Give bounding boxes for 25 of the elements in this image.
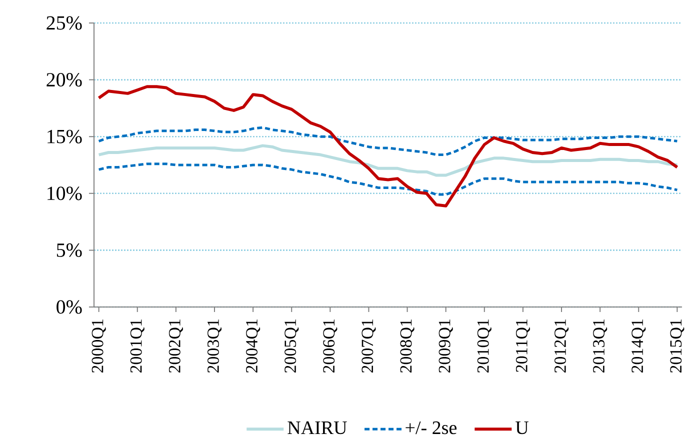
- y-tick-label: 20%: [46, 73, 82, 87]
- x-tick-label: 2000Q1: [92, 320, 106, 373]
- x-tick-label: 2006Q1: [323, 320, 338, 373]
- legend-label: NAIRU: [288, 421, 347, 434]
- x-tick-label: 2001Q1: [130, 320, 144, 373]
- legend-label: U: [516, 421, 528, 434]
- x-tick-label: 2014Q1: [632, 320, 646, 373]
- x-tick-label: 2008Q1: [400, 320, 414, 373]
- y-tick-label: 5%: [56, 243, 82, 257]
- y-tick-label: 10%: [48, 186, 82, 200]
- x-tick-label: 2009Q1: [438, 320, 453, 373]
- x-tick-label: 2015Q1: [670, 320, 684, 373]
- y-tick-label: 25%: [46, 16, 82, 30]
- x-tick-label: 2007Q1: [362, 320, 376, 373]
- x-tick-label: 2002Q1: [168, 320, 183, 373]
- y-tick-label: 15%: [48, 130, 82, 144]
- x-tick-label: 2010Q1: [477, 320, 492, 373]
- x-tick-label: 2003Q1: [207, 320, 222, 373]
- x-tick-label: 2004Q1: [246, 320, 260, 373]
- x-tick-label: 2012Q1: [554, 320, 569, 373]
- x-tick-label: 2013Q1: [593, 320, 608, 373]
- x-tick-label: 2011Q1: [516, 320, 530, 372]
- y-tick-label: 0%: [56, 300, 82, 314]
- legend-label: +/- 2se: [406, 421, 457, 434]
- x-tick-label: 2005Q1: [284, 320, 299, 373]
